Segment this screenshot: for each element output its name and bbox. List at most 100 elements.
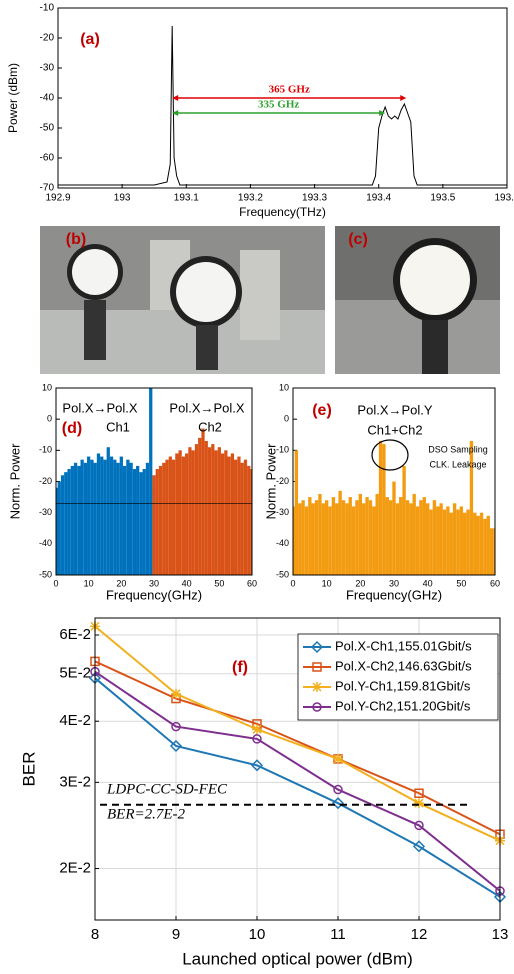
spectrum-bar xyxy=(314,500,319,575)
marker xyxy=(412,840,426,853)
marker xyxy=(252,724,262,735)
spectrum-bar xyxy=(378,440,383,575)
spectrum-bar xyxy=(178,450,182,575)
y-tick-label: 0 xyxy=(284,414,289,424)
x-tick-label: 30 xyxy=(149,578,159,588)
x-tick-label: 50 xyxy=(456,578,466,588)
spectrum-bar xyxy=(139,472,143,575)
legend-marker xyxy=(312,662,322,672)
series-line xyxy=(94,625,501,842)
spectrum-bar xyxy=(415,506,420,575)
spectrum-bar xyxy=(220,453,225,575)
spectrum-bar xyxy=(456,509,460,575)
spectrum-bar xyxy=(439,503,443,575)
arrow-head xyxy=(172,110,179,116)
spectrum-bar xyxy=(368,500,373,575)
y-tick-label: 5E-2 xyxy=(59,665,91,682)
spectrum-bar xyxy=(348,497,352,575)
spectrum-bar xyxy=(109,456,114,575)
spectrum-bar xyxy=(469,440,474,575)
x-tick-label: 10 xyxy=(84,578,94,588)
spectrum-bar xyxy=(442,509,447,575)
spectrum-bar xyxy=(119,456,123,575)
spectrum-bar xyxy=(429,509,433,575)
spectrum-bar xyxy=(194,444,199,575)
spectrum-bar xyxy=(211,444,215,575)
y-tick-label: -50 xyxy=(40,123,55,134)
legend-marker xyxy=(312,682,322,692)
x-tick-label: 60 xyxy=(247,578,257,588)
y-tick-label: -40 xyxy=(40,93,55,104)
spectrum-bar xyxy=(409,503,413,575)
y-tick-label: -20 xyxy=(276,476,289,486)
spectrum-bar xyxy=(294,450,299,575)
spectrum-bar xyxy=(191,450,195,575)
annotation: 365 GHz xyxy=(269,84,310,96)
marker xyxy=(414,820,424,831)
spectrum-bar xyxy=(237,456,241,575)
y-tick-label: -30 xyxy=(276,507,289,517)
x-tick-label: 40 xyxy=(182,578,192,588)
spectrum-bar xyxy=(113,459,117,575)
marker xyxy=(252,734,262,744)
spectrum-bar xyxy=(412,493,416,575)
x-tick-label: 193 xyxy=(114,193,131,204)
series-line xyxy=(94,670,501,892)
spectrum-bar xyxy=(392,481,396,575)
y-tick-label: -20 xyxy=(39,476,52,486)
spectrum-bar xyxy=(452,503,457,575)
axes-frame xyxy=(57,7,508,189)
y-tick-label: 4E-2 xyxy=(59,712,91,729)
spectrum-bar xyxy=(395,503,400,575)
spectrum-bar xyxy=(328,506,332,575)
spectrum-bar xyxy=(77,465,81,575)
annotation: Ch1 xyxy=(106,419,130,434)
spectrum-bar xyxy=(375,493,379,575)
y-tick-label: 2E-2 xyxy=(59,860,91,877)
legend-label: Pol.Y-Ch1,159.81Gbit/s xyxy=(335,678,471,693)
marker xyxy=(169,739,183,753)
spectrum-bar xyxy=(385,497,389,575)
spectrum-bar xyxy=(419,500,423,575)
arrow-head xyxy=(172,95,179,101)
spectrum-bar xyxy=(308,497,312,575)
spectrum-bar xyxy=(56,487,60,575)
spectrum-bar xyxy=(459,506,464,575)
y-axis-label: Power (dBm) xyxy=(6,63,20,133)
spectrum-bar xyxy=(132,469,137,575)
spectrum-bar xyxy=(136,465,140,575)
x-tick-label: 0 xyxy=(53,578,58,588)
x-tick-label: 193.6 xyxy=(494,193,514,204)
spectrum-bar xyxy=(185,453,189,575)
y-tick-label: 10 xyxy=(42,382,52,392)
optical-table xyxy=(40,310,325,374)
spectrum-bar xyxy=(338,490,342,575)
mount xyxy=(240,250,280,340)
spectrum-bar xyxy=(214,450,218,575)
y-tick-label: -50 xyxy=(276,569,289,579)
spectrum-bar xyxy=(198,437,202,575)
marker xyxy=(171,721,181,732)
panel-label: (c) xyxy=(348,231,368,248)
x-tick-label: 40 xyxy=(423,578,433,588)
spectrum-bar xyxy=(90,459,94,575)
spectrum-bar xyxy=(158,465,163,575)
post xyxy=(84,300,106,360)
arrow-head xyxy=(400,95,407,101)
x-tick-label: 193.5 xyxy=(430,193,455,204)
spectrum-bar xyxy=(405,500,410,575)
chart: 2E-2 3E-2 4E-2 5E-2 6E-2 8 9 10 11 12 13 Launched o… xyxy=(19,617,508,968)
lens xyxy=(400,245,470,315)
x-tick-label: 10 xyxy=(249,926,266,943)
spectrum-bar xyxy=(345,503,349,575)
spectrum-bar xyxy=(175,453,179,575)
marker xyxy=(333,753,343,764)
spectrum-bar xyxy=(171,459,176,575)
y-tick-label: 10 xyxy=(279,382,289,392)
spectrum-bar xyxy=(116,462,120,575)
highlight-ellipse xyxy=(371,439,409,471)
spectrum-bar xyxy=(399,497,403,575)
spectrum-bar xyxy=(64,472,68,575)
spectrum-bar xyxy=(165,459,169,575)
x-tick-label: 8 xyxy=(91,926,99,943)
